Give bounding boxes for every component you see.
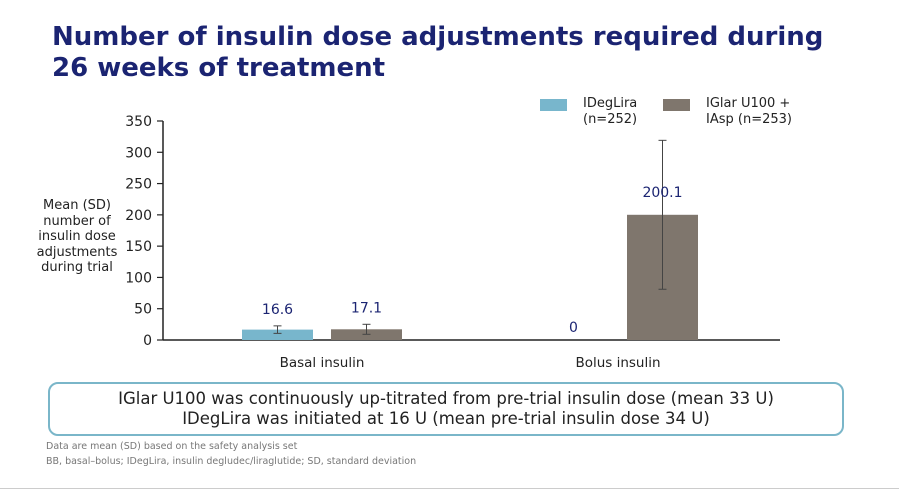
footnote-abbreviations: BB, basal–bolus; IDegLira, insulin deglu… (46, 456, 417, 467)
y-tick-label: 150 (125, 239, 152, 255)
page-title: Number of insulin dose adjustments requi… (52, 22, 824, 83)
footnote-data: Data are mean (SD) based on the safety a… (46, 441, 298, 452)
y-tick-label: 0 (143, 333, 152, 349)
data-label: 16.6 (262, 302, 293, 318)
y-tick-label: 250 (125, 177, 152, 193)
legend-item-iglar: IGlar U100 + IAsp (n=253) (663, 96, 792, 128)
legend-label-ideglira: IDegLira (n=252) (583, 96, 638, 127)
y-tick-label: 200 (125, 208, 152, 224)
data-label: 200.1 (642, 185, 682, 201)
y-tick-label: 300 (125, 145, 152, 161)
legend-label-iglar: IGlar U100 + IAsp (n=253) (706, 96, 792, 127)
x-tick-label: Bolus insulin (575, 355, 660, 371)
data-label: 17.1 (351, 300, 382, 316)
y-tick-label: 350 (125, 114, 152, 130)
y-tick-label: 50 (134, 302, 152, 318)
y-tick-label: 100 (125, 270, 152, 286)
callout-line-1: IGlar U100 was continuously up-titrated … (118, 389, 774, 408)
callout-box: IGlar U100 was continuously up-titrated … (48, 382, 844, 436)
callout-line-2: IDegLira was initiated at 16 U (mean pre… (182, 409, 710, 428)
legend-item-ideglira: IDegLira (n=252) (540, 96, 637, 128)
x-tick-label: Basal insulin (280, 355, 365, 371)
bar (242, 329, 313, 340)
data-label: 0 (569, 320, 578, 336)
y-axis-label: Mean (SD) number of insulin dose adjustm… (36, 198, 118, 275)
legend-swatch-iglar (663, 99, 690, 111)
bottom-divider (0, 488, 899, 489)
legend-swatch-ideglira (540, 99, 567, 111)
